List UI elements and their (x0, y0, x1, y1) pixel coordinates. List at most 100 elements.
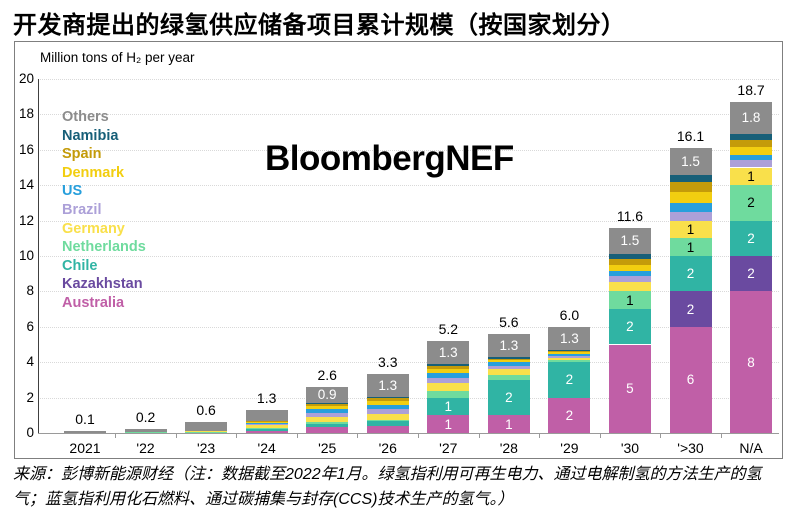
bar-segment: 1.3 (366, 374, 409, 398)
x-axis-tick (296, 433, 298, 438)
bar-segment (245, 427, 288, 430)
x-axis-tick (236, 433, 238, 438)
bar-total-label: 1.3 (256, 389, 277, 406)
x-axis-tick (478, 433, 480, 438)
bar-segment: 1.5 (608, 227, 651, 255)
y-tick-label: 20 (18, 71, 34, 86)
x-tick-label: '25 (318, 440, 337, 456)
bar-segment (427, 372, 470, 379)
legend-item-chile: Chile (62, 257, 98, 274)
bar-segment (608, 276, 651, 282)
x-tick-label: '22 (136, 440, 155, 456)
bar-segment (306, 412, 349, 418)
bar-segment (669, 211, 712, 221)
x-axis-line (38, 433, 779, 434)
y-axis-line (38, 79, 39, 433)
bar-segment (608, 258, 651, 265)
bar-segment: 1 (669, 220, 712, 239)
bar-segment: 1 (608, 291, 651, 310)
bar-segment: 5 (608, 344, 651, 433)
y-tick-label: 8 (26, 283, 34, 299)
bar-segment (245, 422, 288, 424)
gridline (38, 256, 779, 257)
y-tick-label: 0 (26, 425, 34, 440)
legend-item-others: Others (62, 109, 109, 125)
legend-item-kazakhstan: Kazakhstan (62, 276, 143, 293)
bar-segment (669, 181, 712, 193)
bar-total-label: 0.2 (135, 409, 156, 426)
y-tick-label: 18 (18, 106, 34, 122)
x-axis-tick (115, 433, 117, 438)
y-tick-label: 16 (18, 141, 34, 157)
bar-segment (548, 354, 591, 356)
bar-segment: 2 (608, 309, 651, 345)
bar-segment (366, 419, 409, 422)
bar-segment (366, 425, 409, 433)
bar-segment: 0.9 (306, 386, 349, 403)
x-axis-tick (599, 433, 601, 438)
bar-segment (548, 349, 591, 351)
bar-segment (306, 426, 349, 433)
bar-segment (548, 350, 591, 353)
chart-frame: Million tons of H₂ per year 0 2 4 6 8 10 12 14 1… (14, 41, 783, 459)
x-axis-tick (418, 433, 420, 438)
legend-item-australia: Australia (62, 294, 125, 311)
bar-segment (366, 421, 409, 426)
x-tick-label: 2021 (69, 440, 101, 456)
bar-segment (245, 425, 288, 428)
bar-segment (487, 358, 530, 361)
bar-segment (427, 365, 470, 370)
bar-segment (427, 390, 470, 398)
bar-total-label: 18.7 (737, 82, 765, 98)
bar-segment (306, 417, 349, 423)
bar-segment (427, 369, 470, 373)
bar-segment (64, 431, 106, 433)
gridline (38, 114, 779, 116)
legend-item-namibia: Namibia (62, 127, 119, 144)
source-note: 来源：彭博新能源财经（注：数据截至2022年1月。绿氢指利用可再生电力、通过电解… (13, 466, 762, 508)
bar-segment (306, 409, 349, 413)
bar-segment (487, 365, 530, 370)
bar-segment (366, 413, 409, 420)
bar-segment: 1 (730, 167, 773, 186)
bar-segment (124, 432, 167, 433)
gridline (38, 79, 779, 80)
bar-segment (730, 140, 773, 148)
bar-segment: 1.3 (427, 340, 470, 364)
gridline (38, 149, 779, 151)
y-tick-label: 2 (26, 389, 34, 405)
bar-total-label: 2.6 (317, 366, 337, 383)
bar-segment (548, 357, 591, 361)
y-axis-unit-label: Million tons of H₂ per year (40, 50, 195, 65)
bar-segment (487, 369, 530, 375)
bar-segment (245, 409, 288, 422)
bar-segment (608, 264, 651, 272)
x-tick-label: '30 (620, 440, 640, 456)
bar-segment: 8 (730, 291, 773, 433)
x-tick-label: '29 (560, 440, 579, 456)
bar-segment: 1.3 (487, 333, 530, 357)
bar-segment (669, 192, 712, 203)
bar-segment (306, 422, 349, 425)
bar-segment (487, 362, 530, 366)
bar-segment (306, 403, 349, 407)
legend-item-netherlands: Netherlands (62, 239, 146, 256)
x-tick-label: '27 (439, 440, 458, 456)
bar-segment (306, 402, 349, 404)
bar-segment (366, 401, 409, 405)
bar-segment: 2 (487, 379, 530, 416)
bar-segment: 1 (669, 238, 712, 256)
legend-item-spain: Spain (62, 146, 102, 163)
bar-segment (185, 431, 228, 432)
legend-item-us: US (62, 183, 83, 200)
bar-segment: 1 (427, 397, 470, 416)
x-axis-tick (175, 433, 177, 438)
x-axis-tick (357, 433, 359, 438)
bar-segment (730, 147, 773, 156)
watermark: BloombergNEF (265, 139, 514, 178)
bar-segment (548, 360, 591, 363)
bar-segment (730, 160, 773, 168)
bar-total-label: 5.6 (499, 313, 519, 330)
x-tick-label: '24 (257, 440, 276, 456)
y-tick-label: 14 (18, 177, 34, 193)
